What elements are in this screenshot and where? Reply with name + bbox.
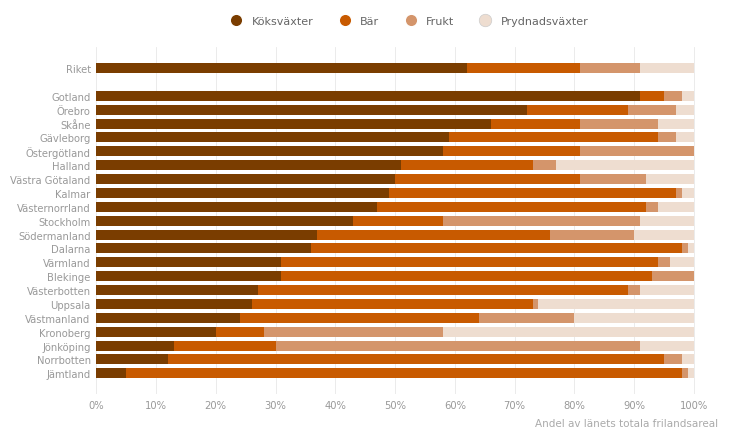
Bar bbox=[96, 64, 467, 74]
Bar bbox=[658, 202, 694, 212]
Bar bbox=[682, 368, 688, 378]
Bar bbox=[467, 64, 580, 74]
Bar bbox=[646, 175, 694, 185]
Bar bbox=[96, 341, 174, 351]
Bar bbox=[670, 258, 694, 268]
Bar bbox=[96, 327, 216, 337]
Bar bbox=[652, 272, 694, 282]
Bar bbox=[96, 92, 640, 102]
Bar bbox=[443, 147, 580, 157]
Bar bbox=[640, 216, 694, 226]
Bar bbox=[634, 230, 694, 240]
Bar bbox=[96, 368, 126, 378]
Bar bbox=[479, 313, 574, 323]
Bar bbox=[216, 327, 263, 337]
Bar bbox=[682, 92, 694, 102]
Bar bbox=[96, 299, 252, 309]
Bar bbox=[676, 133, 694, 143]
Bar bbox=[281, 272, 652, 282]
Bar bbox=[682, 244, 688, 254]
Bar bbox=[275, 341, 640, 351]
Bar bbox=[96, 258, 281, 268]
Bar bbox=[281, 258, 658, 268]
Legend: Köksväxter, Bär, Frukt, Prydnadsväxter: Köksväxter, Bär, Frukt, Prydnadsväxter bbox=[221, 12, 593, 31]
Bar bbox=[527, 106, 628, 115]
Bar bbox=[252, 299, 533, 309]
Bar bbox=[317, 230, 551, 240]
Bar bbox=[580, 119, 658, 129]
Bar bbox=[240, 313, 479, 323]
Bar bbox=[96, 286, 258, 295]
Bar bbox=[539, 299, 694, 309]
Bar bbox=[443, 216, 640, 226]
Bar bbox=[353, 216, 443, 226]
Bar bbox=[96, 188, 389, 198]
X-axis label: Andel av länets totala frilandsareal: Andel av länets totala frilandsareal bbox=[535, 418, 718, 428]
Bar bbox=[658, 133, 676, 143]
Bar bbox=[580, 175, 646, 185]
Bar bbox=[96, 244, 312, 254]
Bar bbox=[628, 286, 640, 295]
Bar bbox=[682, 355, 694, 364]
Bar bbox=[96, 216, 353, 226]
Bar bbox=[312, 244, 682, 254]
Bar bbox=[96, 355, 168, 364]
Bar bbox=[580, 147, 694, 157]
Bar bbox=[676, 188, 682, 198]
Bar bbox=[449, 133, 658, 143]
Bar bbox=[682, 188, 694, 198]
Bar bbox=[96, 230, 317, 240]
Bar bbox=[96, 133, 449, 143]
Bar bbox=[96, 175, 395, 185]
Bar bbox=[688, 244, 694, 254]
Bar bbox=[377, 202, 646, 212]
Bar bbox=[533, 299, 539, 309]
Bar bbox=[574, 313, 694, 323]
Bar bbox=[96, 106, 527, 115]
Bar bbox=[126, 368, 682, 378]
Bar bbox=[658, 119, 694, 129]
Bar bbox=[628, 106, 676, 115]
Bar bbox=[640, 92, 664, 102]
Bar bbox=[443, 327, 694, 337]
Bar bbox=[491, 119, 580, 129]
Bar bbox=[96, 313, 240, 323]
Bar bbox=[688, 368, 694, 378]
Bar bbox=[174, 341, 275, 351]
Bar bbox=[96, 147, 443, 157]
Bar bbox=[664, 355, 682, 364]
Bar bbox=[676, 106, 694, 115]
Bar bbox=[664, 92, 682, 102]
Bar bbox=[580, 64, 640, 74]
Bar bbox=[640, 286, 694, 295]
Bar bbox=[395, 175, 580, 185]
Bar bbox=[533, 161, 556, 171]
Bar bbox=[96, 272, 281, 282]
Bar bbox=[263, 327, 443, 337]
Bar bbox=[556, 161, 694, 171]
Bar bbox=[551, 230, 634, 240]
Bar bbox=[640, 64, 694, 74]
Bar bbox=[658, 258, 670, 268]
Bar bbox=[96, 119, 491, 129]
Bar bbox=[646, 202, 658, 212]
Bar bbox=[258, 286, 628, 295]
Bar bbox=[96, 202, 377, 212]
Bar bbox=[96, 161, 401, 171]
Bar bbox=[640, 341, 694, 351]
Bar bbox=[401, 161, 533, 171]
Bar bbox=[168, 355, 664, 364]
Bar bbox=[389, 188, 676, 198]
